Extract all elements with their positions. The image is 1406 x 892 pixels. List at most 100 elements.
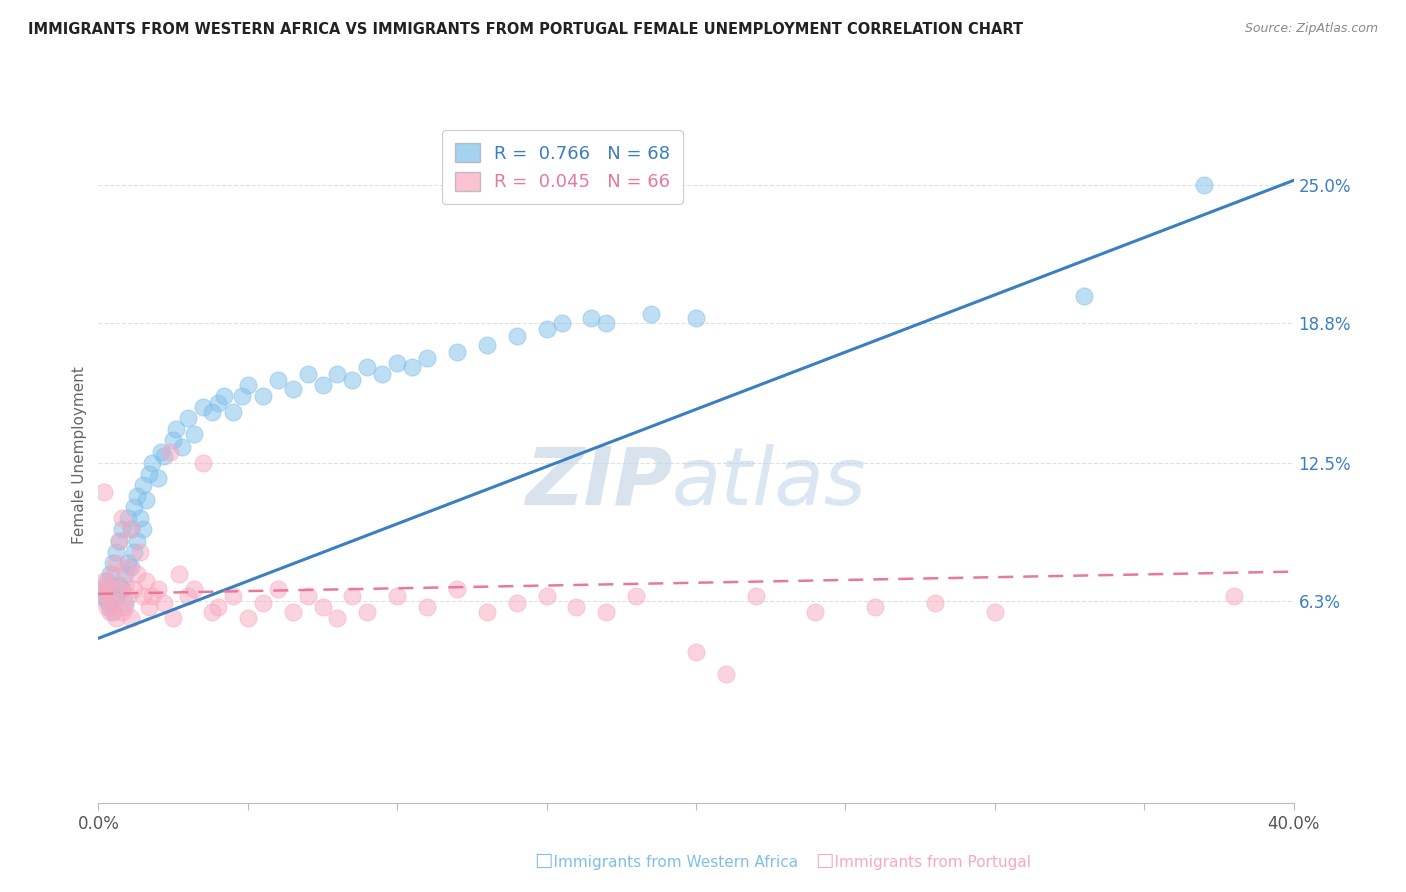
- Point: [536, 322, 558, 336]
- Point: [183, 426, 205, 441]
- Point: [326, 611, 349, 625]
- Point: [117, 556, 139, 570]
- Point: [111, 511, 134, 525]
- Point: [212, 389, 235, 403]
- Point: [401, 360, 423, 375]
- Point: [983, 605, 1005, 619]
- Point: [141, 456, 163, 470]
- Point: [98, 589, 122, 603]
- Point: [93, 574, 115, 588]
- Point: [685, 645, 707, 659]
- Point: [506, 596, 529, 610]
- Text: Immigrants from Western Africa: Immigrants from Western Africa: [534, 855, 799, 870]
- Point: [114, 578, 136, 592]
- Point: [222, 404, 245, 418]
- Point: [108, 582, 131, 597]
- Point: [165, 422, 187, 436]
- Legend: R =  0.766   N = 68, R =  0.045   N = 66: R = 0.766 N = 68, R = 0.045 N = 66: [441, 130, 683, 204]
- Point: [153, 596, 176, 610]
- Point: [236, 611, 259, 625]
- Point: [640, 307, 662, 321]
- Point: [120, 522, 142, 536]
- Point: [326, 367, 349, 381]
- Point: [120, 522, 142, 536]
- Point: [105, 611, 128, 625]
- Point: [356, 360, 378, 375]
- Point: [132, 522, 155, 536]
- Point: [105, 544, 128, 558]
- Point: [201, 605, 224, 619]
- Point: [595, 605, 617, 619]
- Point: [96, 574, 118, 588]
- Point: [281, 605, 304, 619]
- Point: [565, 600, 588, 615]
- Point: [446, 344, 468, 359]
- Point: [342, 374, 364, 388]
- Point: [745, 589, 768, 603]
- Point: [138, 600, 160, 615]
- Text: □: □: [815, 851, 834, 870]
- Point: [183, 582, 205, 597]
- Point: [281, 382, 304, 396]
- Point: [103, 605, 125, 619]
- Point: [132, 589, 155, 603]
- Text: □: □: [534, 851, 553, 870]
- Point: [371, 367, 394, 381]
- Point: [506, 329, 529, 343]
- Point: [236, 378, 259, 392]
- Point: [135, 493, 157, 508]
- Point: [93, 582, 115, 597]
- Point: [127, 533, 149, 548]
- Point: [93, 484, 115, 499]
- Point: [172, 440, 194, 454]
- Text: Immigrants from Portugal: Immigrants from Portugal: [815, 855, 1032, 870]
- Point: [162, 434, 184, 448]
- Point: [167, 566, 190, 581]
- Point: [117, 560, 139, 574]
- Point: [111, 522, 134, 536]
- Point: [267, 374, 290, 388]
- Point: [114, 600, 136, 615]
- Point: [127, 566, 149, 581]
- Point: [924, 596, 946, 610]
- Point: [153, 449, 176, 463]
- Point: [475, 338, 498, 352]
- Point: [1073, 289, 1095, 303]
- Point: [191, 400, 214, 414]
- Point: [416, 351, 439, 366]
- Point: [90, 589, 112, 603]
- Point: [129, 544, 152, 558]
- Point: [550, 316, 572, 330]
- Point: [714, 666, 737, 681]
- Point: [120, 611, 142, 625]
- Point: [117, 589, 139, 603]
- Point: [201, 404, 224, 418]
- Point: [132, 478, 155, 492]
- Point: [311, 600, 333, 615]
- Point: [297, 589, 319, 603]
- Point: [804, 605, 827, 619]
- Point: [105, 556, 128, 570]
- Point: [141, 589, 163, 603]
- Point: [98, 600, 122, 615]
- Text: ZIP: ZIP: [524, 443, 672, 522]
- Point: [162, 611, 184, 625]
- Point: [1223, 589, 1246, 603]
- Point: [148, 471, 170, 485]
- Point: [536, 589, 558, 603]
- Point: [117, 511, 139, 525]
- Point: [207, 600, 229, 615]
- Point: [159, 444, 181, 458]
- Point: [138, 467, 160, 481]
- Point: [103, 556, 125, 570]
- Point: [1192, 178, 1215, 192]
- Point: [135, 574, 157, 588]
- Point: [177, 589, 200, 603]
- Point: [150, 444, 173, 458]
- Point: [111, 605, 134, 619]
- Point: [96, 578, 118, 592]
- Point: [416, 600, 439, 615]
- Point: [111, 582, 134, 597]
- Point: [252, 389, 274, 403]
- Point: [222, 589, 245, 603]
